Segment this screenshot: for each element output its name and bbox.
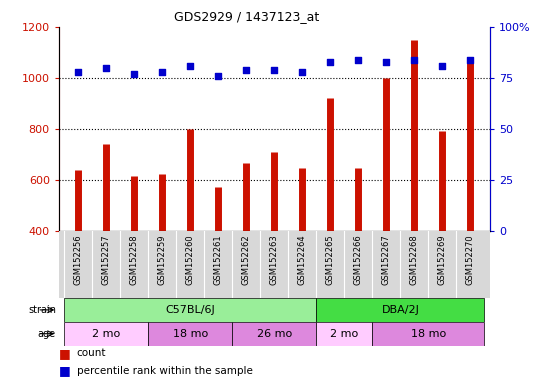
Point xyxy=(410,56,419,63)
Point xyxy=(158,69,167,75)
Bar xyxy=(316,322,372,346)
Text: GSM152259: GSM152259 xyxy=(158,234,167,285)
Text: 18 mo: 18 mo xyxy=(411,329,446,339)
Bar xyxy=(64,322,148,346)
Bar xyxy=(372,322,484,346)
Text: GSM152270: GSM152270 xyxy=(466,234,475,285)
Text: GDS2929 / 1437123_at: GDS2929 / 1437123_at xyxy=(174,10,319,23)
Point xyxy=(186,63,195,69)
Text: GSM152262: GSM152262 xyxy=(242,234,251,285)
Text: ■: ■ xyxy=(59,364,71,377)
Text: GSM152257: GSM152257 xyxy=(102,234,111,285)
Point xyxy=(466,56,475,63)
Point xyxy=(382,58,391,65)
Bar xyxy=(148,322,232,346)
Text: DBA/2J: DBA/2J xyxy=(381,305,419,315)
Text: 18 mo: 18 mo xyxy=(173,329,208,339)
Text: GSM152269: GSM152269 xyxy=(438,234,447,285)
Text: 2 mo: 2 mo xyxy=(330,329,358,339)
Text: 2 mo: 2 mo xyxy=(92,329,120,339)
Text: percentile rank within the sample: percentile rank within the sample xyxy=(77,366,253,376)
Point xyxy=(130,71,139,77)
Point xyxy=(298,69,307,75)
Text: GSM152263: GSM152263 xyxy=(270,234,279,285)
Text: GSM152256: GSM152256 xyxy=(74,234,83,285)
Point xyxy=(354,56,363,63)
Point xyxy=(326,58,335,65)
Text: GSM152261: GSM152261 xyxy=(214,234,223,285)
Text: GSM152266: GSM152266 xyxy=(354,234,363,285)
Point xyxy=(102,65,111,71)
Point xyxy=(438,63,447,69)
Point xyxy=(242,67,251,73)
Text: count: count xyxy=(77,348,106,358)
Text: C57BL/6J: C57BL/6J xyxy=(166,305,215,315)
Bar xyxy=(316,298,484,322)
Text: GSM152260: GSM152260 xyxy=(186,234,195,285)
Text: age: age xyxy=(38,329,56,339)
Bar xyxy=(64,298,316,322)
Text: GSM152264: GSM152264 xyxy=(298,234,307,285)
Text: GSM152267: GSM152267 xyxy=(382,234,391,285)
Point xyxy=(270,67,279,73)
Point xyxy=(214,73,223,79)
Text: 26 mo: 26 mo xyxy=(257,329,292,339)
Text: ■: ■ xyxy=(59,347,71,360)
Text: GSM152268: GSM152268 xyxy=(410,234,419,285)
Text: GSM152265: GSM152265 xyxy=(326,234,335,285)
Text: strain: strain xyxy=(28,305,56,315)
Text: GSM152258: GSM152258 xyxy=(130,234,139,285)
Bar xyxy=(232,322,316,346)
Point xyxy=(74,69,83,75)
